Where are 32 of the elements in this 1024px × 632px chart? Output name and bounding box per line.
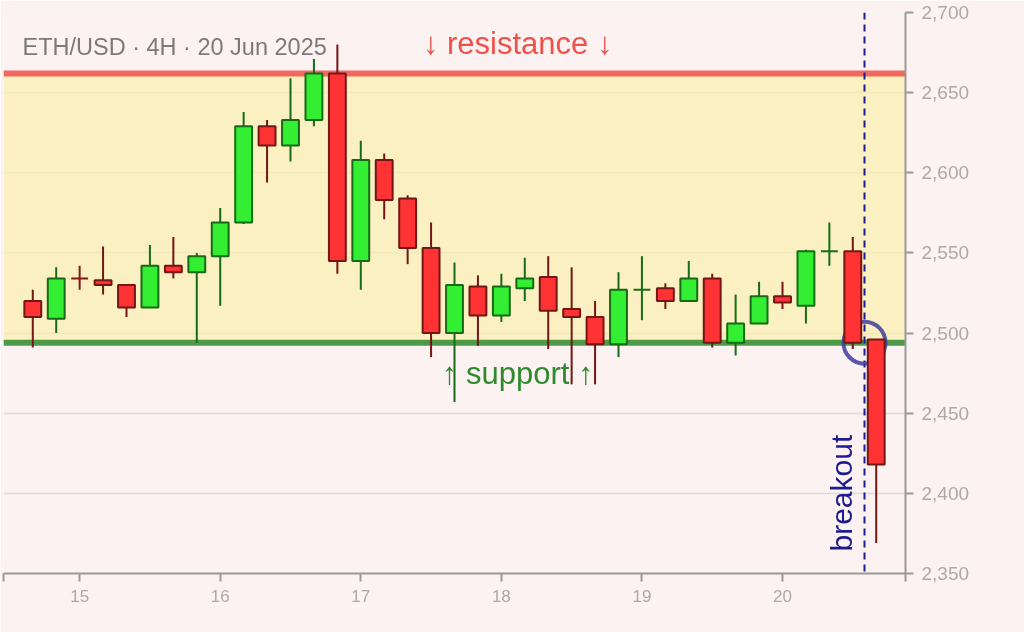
y-tick-label: 2,500 xyxy=(921,322,970,344)
candlestick xyxy=(819,221,839,267)
x-tick-label: 15 xyxy=(70,586,90,606)
candlestick xyxy=(632,255,652,322)
candlestick xyxy=(163,235,183,280)
candlestick xyxy=(70,264,90,291)
x-tick-label: 19 xyxy=(632,586,652,606)
y-tick-label: 2,550 xyxy=(921,242,970,264)
x-tick-label: 17 xyxy=(351,586,371,606)
candlestick xyxy=(257,118,277,184)
candlestick xyxy=(515,256,535,303)
y-tick-label: 2,400 xyxy=(921,482,970,504)
candlestick xyxy=(93,245,113,296)
candlestick xyxy=(773,280,792,311)
candlestick xyxy=(655,282,675,311)
x-tick-label: 16 xyxy=(210,586,230,606)
ref-line-label: ↓ resistance ↓ xyxy=(422,26,613,62)
candlestick xyxy=(23,288,43,349)
candlestick xyxy=(679,259,699,303)
y-tick-label: 2,600 xyxy=(921,162,970,184)
ref-line-label: ↑ support ↑ xyxy=(441,355,594,391)
x-tick-label: 20 xyxy=(773,586,792,606)
x-tick-label: 18 xyxy=(491,586,511,606)
y-tick-label: 2,350 xyxy=(921,563,970,584)
y-tick-label: 2,450 xyxy=(921,402,970,424)
ref-line-label: breakout xyxy=(824,434,858,552)
candlestick xyxy=(726,293,746,357)
candlestick xyxy=(187,251,207,344)
y-tick-label: 2,650 xyxy=(921,82,970,104)
text: ETH/USD · 4H · 20 Jun 2025 xyxy=(22,33,327,60)
y-tick-label: 2,700 xyxy=(921,2,970,23)
candlestick xyxy=(117,283,136,319)
